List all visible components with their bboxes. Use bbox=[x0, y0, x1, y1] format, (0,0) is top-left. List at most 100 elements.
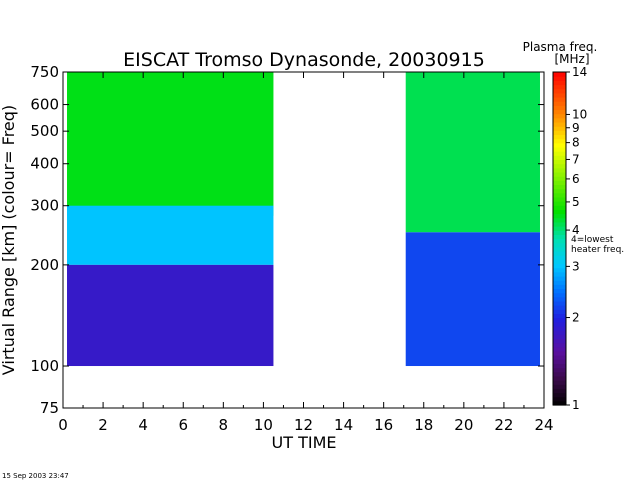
colorbar-segment bbox=[553, 117, 566, 123]
colorbar-segment bbox=[553, 238, 566, 244]
colorbar-segment bbox=[553, 384, 566, 389]
colorbar-segment bbox=[553, 113, 566, 119]
colorbar-tick-label: 10 bbox=[572, 107, 587, 121]
colorbar-tick-label: 9 bbox=[572, 121, 580, 135]
colorbar-segment bbox=[553, 325, 566, 331]
timestamp: 15 Sep 2003 23:47 bbox=[2, 472, 69, 480]
x-axis-label: UT TIME bbox=[272, 433, 337, 452]
colorbar-tick-label: 6 bbox=[572, 172, 580, 186]
colorbar-segment bbox=[553, 121, 566, 127]
colorbar-segment bbox=[553, 313, 566, 319]
colorbar-segment bbox=[553, 317, 566, 323]
data-band-2 bbox=[67, 264, 274, 367]
colorbar-segment bbox=[553, 380, 566, 385]
colorbar-segment bbox=[553, 92, 566, 98]
x-tick-label: 18 bbox=[414, 416, 433, 434]
colorbar-tick-label: 8 bbox=[572, 136, 580, 150]
colorbar-segment bbox=[553, 392, 566, 398]
colorbar-segment bbox=[553, 105, 566, 111]
colorbar-segment bbox=[553, 72, 566, 77]
colorbar-segment bbox=[553, 246, 566, 252]
colorbar-segment bbox=[553, 101, 566, 106]
colorbar-tick-label: 1 bbox=[572, 398, 580, 412]
y-tick-label: 75 bbox=[40, 399, 59, 417]
x-tick-label: 16 bbox=[374, 416, 393, 434]
colorbar-segment bbox=[553, 300, 566, 306]
y-axis-label: Virtual Range [km] (colour= Freq) bbox=[0, 105, 18, 375]
colorbar-segment bbox=[553, 230, 566, 235]
colorbar-segment bbox=[553, 159, 566, 165]
colorbar-segment bbox=[553, 221, 566, 227]
x-tick-label: 2 bbox=[98, 416, 108, 434]
colorbar-segment bbox=[553, 217, 566, 223]
colorbar-unit: [MHz] bbox=[554, 52, 589, 66]
colorbar-segment bbox=[553, 192, 566, 198]
colorbar-segment bbox=[553, 263, 566, 269]
colorbar-segment bbox=[553, 234, 566, 240]
x-tick-label: 8 bbox=[219, 416, 229, 434]
colorbar-segment bbox=[553, 338, 566, 344]
x-axis: 0 2 4 6 8 10 12 14 16 18 20 22 24 bbox=[58, 72, 554, 434]
colorbar-segment bbox=[553, 280, 566, 285]
colorbar-segment bbox=[553, 84, 566, 90]
colorbar-segment bbox=[553, 388, 566, 394]
colorbar-segment bbox=[553, 226, 566, 231]
colorbar-segment bbox=[553, 142, 566, 148]
colorbar-segment bbox=[553, 213, 566, 219]
colorbar-segment bbox=[553, 296, 566, 302]
heater-note-line2: heater freq. bbox=[571, 245, 624, 255]
x-tick-label: 6 bbox=[178, 416, 188, 434]
colorbar-segment bbox=[553, 396, 566, 402]
y-tick-label: 750 bbox=[30, 63, 59, 81]
colorbar-segment bbox=[553, 134, 566, 140]
colorbar-segment bbox=[553, 126, 566, 131]
colorbar-tick-label: 5 bbox=[572, 195, 580, 209]
colorbar-segment bbox=[553, 184, 566, 190]
colorbar-segment bbox=[553, 242, 566, 248]
colorbar-segment bbox=[553, 180, 566, 185]
colorbar-segment bbox=[553, 188, 566, 194]
colorbar-segment bbox=[553, 330, 566, 335]
colorbar-segment bbox=[553, 375, 566, 381]
x-tick-label: 22 bbox=[494, 416, 513, 434]
x-tick-label: 10 bbox=[254, 416, 273, 434]
colorbar-segment bbox=[553, 275, 566, 281]
colorbar-segment bbox=[553, 171, 566, 177]
colorbar-segment bbox=[553, 334, 566, 339]
colorbar-segment bbox=[553, 342, 566, 348]
x-tick-label: 20 bbox=[454, 416, 473, 434]
colorbar-frame bbox=[552, 71, 567, 406]
colorbar-segment bbox=[553, 130, 566, 136]
x-tick-label: 14 bbox=[334, 416, 353, 434]
x-tick-label: 12 bbox=[294, 416, 313, 434]
data-band-1 bbox=[67, 205, 274, 265]
colorbar-tick-label: 4 bbox=[572, 223, 580, 237]
colorbar-segment bbox=[553, 250, 566, 256]
colorbar-segment bbox=[553, 363, 566, 369]
colorbar-tick-label: 7 bbox=[572, 152, 580, 166]
colorbar-segment bbox=[553, 201, 566, 206]
colorbar-segment bbox=[553, 305, 566, 310]
y-tick-label: 300 bbox=[30, 197, 59, 215]
colorbar-segment bbox=[553, 346, 566, 352]
data-band-4 bbox=[405, 232, 540, 367]
colorbar-segment bbox=[553, 167, 566, 173]
colorbar-segment bbox=[553, 355, 566, 360]
y-tick-label: 600 bbox=[30, 96, 59, 114]
colorbar-segment bbox=[553, 309, 566, 315]
colorbar-title: Plasma freq. bbox=[523, 40, 598, 54]
colorbar-segment bbox=[553, 209, 566, 215]
data-band-0 bbox=[67, 72, 274, 216]
colorbar-segment bbox=[553, 367, 566, 373]
colorbar-segment bbox=[553, 80, 566, 86]
x-tick-label: 24 bbox=[534, 416, 553, 434]
colorbar-segment bbox=[553, 155, 566, 161]
colorbar-segment bbox=[553, 255, 566, 260]
colorbar-segment bbox=[553, 151, 566, 156]
y-axis: 75 100 200 300 400 500 600 750 bbox=[30, 63, 544, 417]
plot-area bbox=[67, 72, 540, 367]
colorbar-segment bbox=[553, 109, 566, 115]
data-band-3 bbox=[405, 72, 540, 233]
